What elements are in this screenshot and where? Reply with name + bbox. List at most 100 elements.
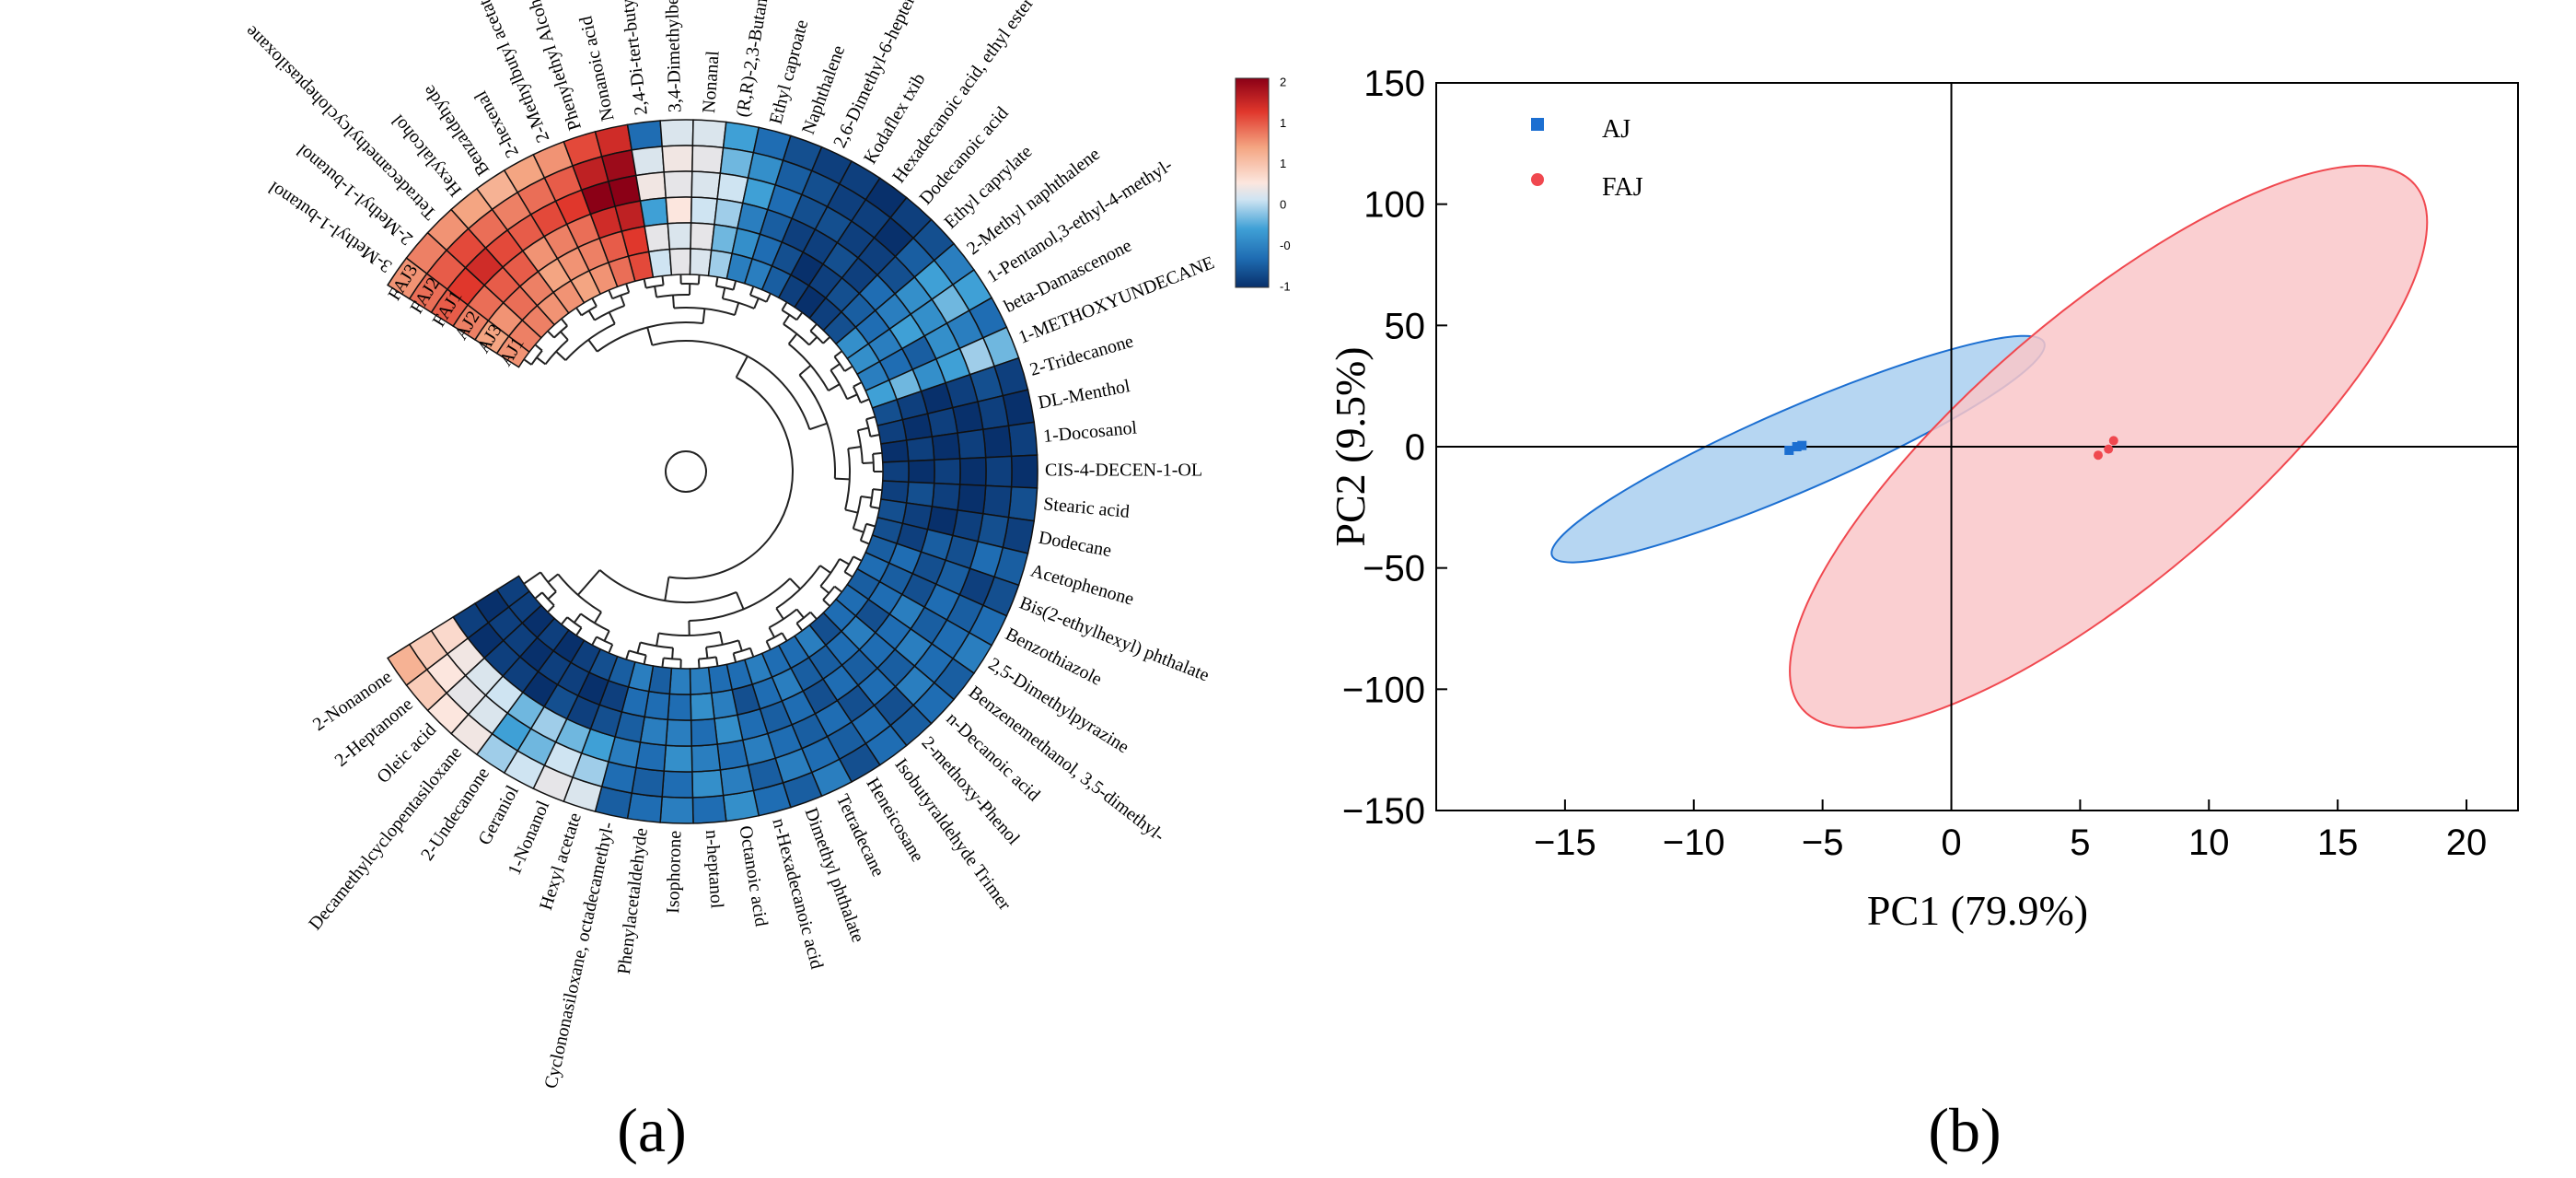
compound-label: 1-Docosanol — [1042, 417, 1138, 447]
heatmap-cell — [689, 248, 713, 277]
dendrogram-link — [768, 608, 798, 629]
dendrogram-branch — [591, 636, 598, 646]
aj-point — [1797, 440, 1807, 450]
heatmap-cell — [689, 666, 713, 695]
dendrogram-branch — [809, 323, 818, 332]
dendrogram-branch — [862, 461, 874, 464]
dendrogram-branch — [748, 647, 755, 658]
aj-point — [1792, 442, 1802, 451]
x-tick-label: −10 — [1663, 822, 1725, 863]
compound-label: 2,4-Di-tert-butylphenol — [611, 0, 652, 116]
x-axis-label: PC1 (79.9%) — [1867, 887, 2088, 934]
heatmap-cell — [639, 196, 669, 227]
heatmap-cell — [931, 432, 961, 461]
dendrogram-link — [628, 649, 646, 657]
dendrogram-branch — [672, 295, 676, 309]
heatmap-cell — [634, 171, 667, 203]
dendrogram-branch — [857, 426, 869, 432]
heatmap-cell — [691, 794, 727, 824]
dendrogram-branch — [865, 415, 876, 421]
dendrogram-branch — [808, 336, 818, 346]
dendrogram-link — [733, 647, 751, 655]
colorbar-tick-label: 1 — [1280, 157, 1286, 170]
dendrogram-branch — [714, 276, 719, 286]
heatmap-cell — [981, 425, 1013, 459]
compound-label: Octanoic acid — [735, 824, 772, 928]
dendrogram-branch — [765, 640, 772, 650]
compound-label: CIS-4-DECEN-1-OL — [1045, 461, 1202, 481]
dendrogram-branch — [865, 522, 876, 528]
x-tick-label: −15 — [1534, 822, 1596, 863]
dendrogram-branch — [656, 633, 660, 647]
dendrogram-branch — [809, 422, 828, 431]
compound-label: Phenylacetaldehyde — [614, 827, 652, 976]
aj-point — [1784, 445, 1794, 455]
heatmap-cell — [663, 744, 693, 773]
heatmap-cell — [691, 769, 725, 799]
dendrogram-link — [853, 386, 862, 403]
heatmap-cell — [931, 482, 961, 511]
heatmap-cell — [667, 222, 692, 251]
x-tick-label: 20 — [2446, 822, 2488, 863]
heatmap-cell — [690, 743, 722, 773]
heatmap-cell — [644, 222, 671, 253]
dendrogram-link — [822, 586, 836, 601]
heatmap-cell — [634, 741, 667, 772]
heatmap-cell — [1010, 454, 1039, 489]
heatmap-cell — [668, 248, 691, 276]
x-tick-label: 0 — [1941, 822, 1961, 863]
heatmap-cell — [957, 428, 987, 460]
compound-label: Stearic acid — [1042, 494, 1130, 522]
dendrogram-branch — [873, 451, 883, 455]
dendrogram-branch — [860, 539, 870, 545]
compound-label: 1-METHOXYUNDECANE — [1015, 252, 1217, 348]
heatmap-cell — [1007, 485, 1039, 522]
dendrogram-branch — [768, 626, 775, 638]
dendrogram-branch — [697, 274, 701, 285]
dendrogram-branch — [781, 632, 788, 642]
data-points — [1784, 436, 2118, 461]
dendrogram-branch — [781, 301, 788, 311]
dendrogram-link — [640, 641, 674, 649]
heatmap-cell — [690, 196, 718, 226]
dendrogram-branch — [523, 571, 541, 585]
y-tick-label: 0 — [1405, 427, 1425, 468]
dendrogram-branch — [705, 647, 709, 659]
dendrogram-branch — [732, 653, 737, 663]
dendrogram-link — [722, 297, 755, 309]
compound-label: DL-Menthol — [1037, 376, 1132, 414]
dendrogram-branch — [734, 302, 740, 316]
dendrogram-link — [859, 523, 867, 542]
heatmap-cell — [661, 145, 694, 173]
dendrogram-link — [705, 639, 739, 648]
heatmap-cell — [1007, 421, 1039, 458]
heatmap-cell — [631, 146, 666, 177]
legend-aj-label: AJ — [1602, 115, 1630, 144]
dendrogram-root — [665, 450, 707, 493]
heatmap-cell — [981, 484, 1013, 519]
dendrogram-branch — [697, 659, 701, 669]
x-tick-label: 5 — [2070, 822, 2090, 863]
dendrogram-branch — [555, 350, 566, 361]
heatmap-cell — [907, 459, 935, 484]
dendrogram-link — [864, 418, 872, 437]
dendrogram-branch — [671, 647, 674, 659]
dendrogram-link — [749, 294, 767, 303]
dendrogram-branch — [795, 608, 805, 619]
dendrogram-branch — [846, 393, 858, 401]
dendrogram-branch — [587, 309, 596, 321]
dendrogram-branch — [560, 331, 569, 341]
y-tick-label: 150 — [1363, 64, 1425, 104]
heatmap-cell — [690, 170, 722, 200]
y-tick-label: 100 — [1363, 185, 1425, 226]
dendrogram-branch — [587, 339, 598, 353]
dendrogram-branch — [534, 344, 543, 352]
colorbar-tick-label: 0 — [1280, 198, 1286, 212]
dendrogram-branch — [636, 642, 642, 654]
circular-heatmap-panel: 3-Methyl-1-butanol2-Methyl-1-butanolTetr… — [241, 0, 1291, 1091]
dendrogram-branch — [714, 657, 719, 667]
legend-faj-marker — [1531, 173, 1544, 186]
